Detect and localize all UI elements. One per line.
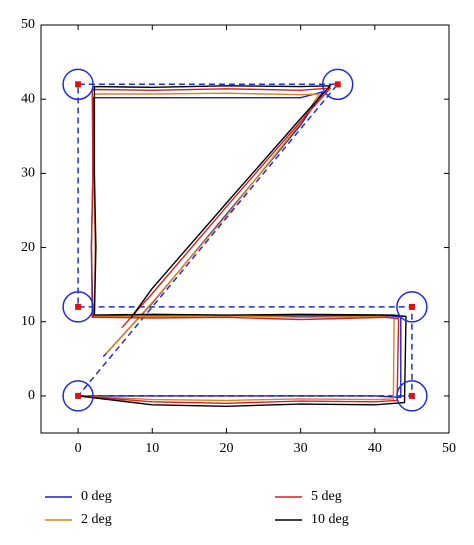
y-tick-label: 0 bbox=[28, 388, 35, 403]
x-tick-label: 20 bbox=[219, 441, 233, 456]
trajectory bbox=[78, 87, 400, 404]
legend-label: 5 deg bbox=[311, 489, 342, 504]
waypoint bbox=[408, 392, 415, 399]
trajectory bbox=[78, 91, 402, 399]
waypoint bbox=[75, 392, 82, 399]
y-tick-label: 10 bbox=[21, 314, 35, 329]
plot-frame bbox=[40, 24, 450, 434]
waypoint-ring bbox=[396, 291, 428, 323]
trajectory bbox=[78, 85, 407, 407]
y-tick-label: 40 bbox=[21, 91, 35, 106]
y-tick-label: 30 bbox=[21, 166, 35, 181]
waypoint-ring bbox=[321, 68, 354, 101]
y-tick-label: 20 bbox=[21, 240, 35, 255]
x-tick-label: 0 bbox=[75, 441, 82, 456]
waypoint bbox=[75, 303, 82, 310]
x-tick-label: 30 bbox=[294, 441, 308, 456]
waypoint bbox=[75, 81, 82, 88]
trajectory bbox=[78, 92, 395, 402]
x-tick-label: 50 bbox=[442, 441, 456, 456]
x-tick-label: 10 bbox=[145, 441, 159, 456]
waypoint bbox=[408, 303, 415, 310]
y-tick-label: 50 bbox=[21, 17, 35, 32]
waypoint-ring bbox=[62, 291, 94, 323]
legend-label: 0 deg bbox=[81, 489, 112, 504]
x-tick-label: 40 bbox=[368, 441, 382, 456]
waypoint-ring bbox=[396, 380, 428, 412]
legend-label: 2 deg bbox=[81, 512, 112, 527]
waypoint bbox=[334, 81, 341, 88]
waypoint-ring bbox=[62, 380, 94, 412]
legend-label: 10 deg bbox=[311, 512, 349, 527]
waypoint-ring bbox=[62, 68, 94, 101]
reference-path bbox=[77, 83, 413, 397]
